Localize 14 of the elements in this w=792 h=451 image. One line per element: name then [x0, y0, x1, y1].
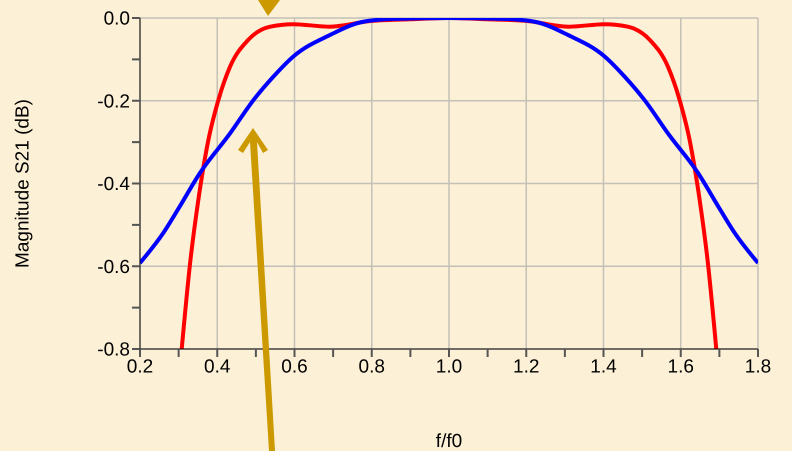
- x-tick-label: 1.8: [744, 356, 772, 378]
- y-axis-title: Magnitude S21 (dB): [12, 99, 34, 268]
- x-tick-label: 1.0: [436, 356, 462, 378]
- y-tick-label: -0.2: [97, 91, 130, 112]
- y-tick-label: -0.6: [97, 256, 130, 278]
- x-tick-label: 1.2: [513, 356, 540, 378]
- y-tick-label: 0.0: [104, 8, 130, 30]
- x-tick-label: 0.8: [358, 356, 385, 378]
- y-tick-label: -0.4: [97, 174, 130, 196]
- x-tick-label: 1.6: [668, 356, 694, 378]
- x-axis-title: f/f0: [436, 431, 462, 451]
- x-tick-label: 0.6: [281, 356, 308, 378]
- x-tick-label: 1.4: [590, 356, 618, 378]
- x-tick-label: 0.4: [204, 356, 231, 378]
